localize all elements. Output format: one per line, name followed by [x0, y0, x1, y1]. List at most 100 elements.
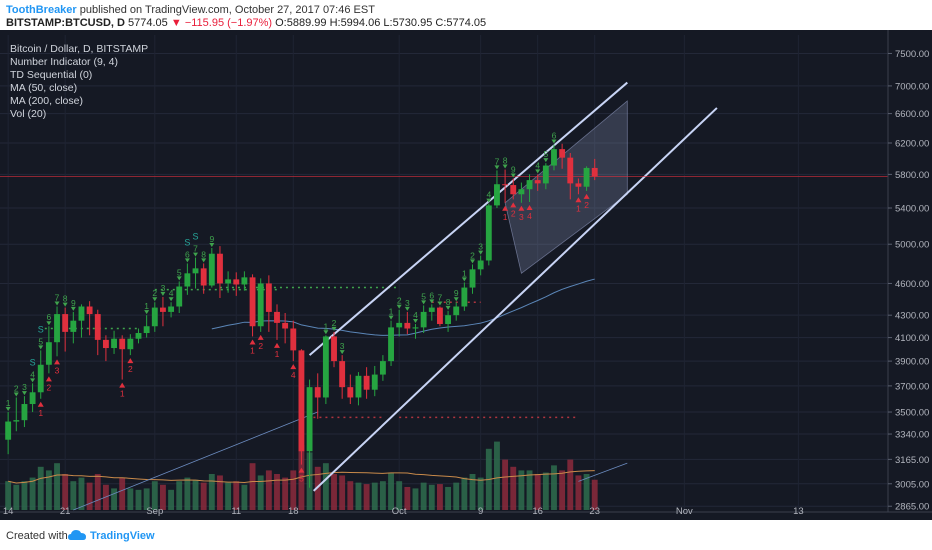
candle-down — [339, 361, 346, 388]
author-link[interactable]: ToothBreaker — [6, 4, 77, 16]
volume-bar-up — [518, 470, 525, 510]
candle-down — [534, 180, 541, 184]
candle-up — [54, 314, 60, 343]
candle-down — [217, 253, 223, 284]
candle-up — [428, 307, 435, 312]
price-tick-label: 4300.00 — [895, 311, 929, 322]
td-perfected-label: S — [30, 357, 36, 367]
candle-up — [379, 361, 386, 375]
td-sell-arrow-icon — [510, 173, 516, 178]
candle-down — [363, 375, 370, 390]
td-buy-count: 2 — [128, 364, 133, 374]
time-tick-label: 18 — [288, 506, 299, 517]
price-tick-label: 5000.00 — [895, 240, 929, 251]
time-tick-label: 9 — [478, 506, 483, 517]
ma200-line-right — [578, 462, 628, 482]
candle-up — [241, 277, 248, 285]
candle-up — [21, 404, 28, 421]
legend-number-indicator[interactable]: Number Indicator (9, 4) — [10, 56, 118, 68]
td-sell-count: 5 — [38, 336, 43, 346]
candle-down — [282, 322, 289, 329]
volume-bar-down — [331, 474, 337, 510]
volume-bar-down — [119, 477, 126, 510]
volume-bar-up — [396, 481, 403, 510]
volume-bar-up — [21, 481, 28, 510]
legend: Bitcoin / Dollar, D, BITSTAMP Number Ind… — [10, 43, 148, 120]
volume-bar-up — [420, 482, 427, 510]
td-buy-count: 2 — [511, 208, 516, 218]
created-with-text: Created with — [6, 530, 68, 542]
td-sell-arrow-icon — [339, 350, 345, 355]
td-sell-count: 2 — [332, 318, 337, 328]
td-sell-count: 2 — [152, 288, 157, 298]
td-sell-count: 2 — [397, 296, 402, 306]
low-value: L:5730.95 — [383, 17, 433, 29]
volume-bar-down — [339, 475, 346, 510]
td-sell-count: 3 — [22, 382, 27, 392]
last-price: 5774.05 — [128, 17, 168, 29]
volume-bar-up — [355, 482, 362, 510]
tradingview-brand[interactable]: TradingView — [90, 530, 155, 542]
legend-ma200[interactable]: MA (200, close) — [10, 95, 83, 107]
volume-bar-up — [551, 465, 557, 510]
candle-up — [469, 269, 476, 288]
legend-ma50[interactable]: MA (50, close) — [10, 82, 77, 94]
td-sell-count: 1 — [324, 321, 329, 331]
price-axis-bg — [888, 30, 932, 520]
volume-bar-down — [363, 484, 370, 510]
td-sell-arrow-icon — [502, 164, 508, 169]
td-perfected-label: S — [184, 237, 190, 247]
td-sell-count: 7 — [193, 244, 198, 254]
candle-down — [567, 157, 574, 184]
volume-bar-up — [428, 484, 435, 510]
candle-up — [461, 287, 468, 307]
td-sell-arrow-icon — [13, 392, 19, 397]
td-sell-arrow-icon — [38, 345, 44, 350]
td-sell-arrow-icon — [70, 306, 76, 311]
candle-up — [412, 327, 419, 329]
td-sell-count: 4 — [169, 288, 174, 298]
td-buy-count: 1 — [120, 389, 125, 399]
volume-bars — [5, 441, 598, 510]
legend-volume[interactable]: Vol (20) — [10, 108, 46, 120]
candle-up — [135, 333, 142, 339]
td-buy-count: 2 — [584, 200, 589, 210]
volume-bar-up — [151, 481, 158, 510]
volume-bar-down — [534, 474, 541, 510]
volume-bar-down — [510, 466, 517, 510]
td-sell-count: 3 — [161, 283, 166, 293]
time-tick-label: Oct — [392, 506, 407, 517]
price-tick-label: 5800.00 — [895, 170, 929, 181]
td-sell-arrow-icon — [412, 319, 418, 324]
price-tick-label: 3005.00 — [895, 479, 929, 490]
td-sell-arrow-icon — [437, 301, 443, 306]
td-buy-count: 2 — [258, 341, 263, 351]
td-buy-count: 3 — [55, 365, 60, 375]
td-buy-count: 2 — [47, 382, 52, 392]
publish-text: published on TradingView.com, October 27… — [79, 4, 375, 16]
volume-bar-up — [70, 481, 77, 510]
volume-bar-down — [217, 475, 223, 510]
volume-bar-up — [322, 463, 329, 510]
td-sell-arrow-icon — [160, 291, 166, 296]
td-sell-arrow-icon — [486, 198, 492, 203]
volume-bar-up — [54, 463, 60, 510]
legend-td-sequential[interactable]: TD Sequential (0) — [10, 69, 92, 81]
close-value: C:5774.05 — [435, 17, 487, 29]
td-sell-count: 9 — [209, 234, 214, 244]
td-sell-arrow-icon — [429, 299, 435, 304]
candle-up — [127, 338, 134, 350]
td-sell-count: 6 — [47, 312, 52, 322]
td-buy-count: 5 — [299, 474, 304, 484]
candle-down — [119, 338, 126, 350]
volume-bar-down — [94, 474, 101, 510]
td-sell-count: 2 — [14, 383, 19, 393]
candle-up — [371, 374, 378, 390]
price-tick-label: 6600.00 — [895, 109, 929, 120]
td-sell-count: 6 — [429, 290, 434, 300]
volume-bar-up — [583, 474, 590, 510]
high-value: H:5994.06 — [329, 17, 381, 29]
td-sell-arrow-icon — [30, 378, 36, 383]
candle-up — [168, 306, 175, 312]
